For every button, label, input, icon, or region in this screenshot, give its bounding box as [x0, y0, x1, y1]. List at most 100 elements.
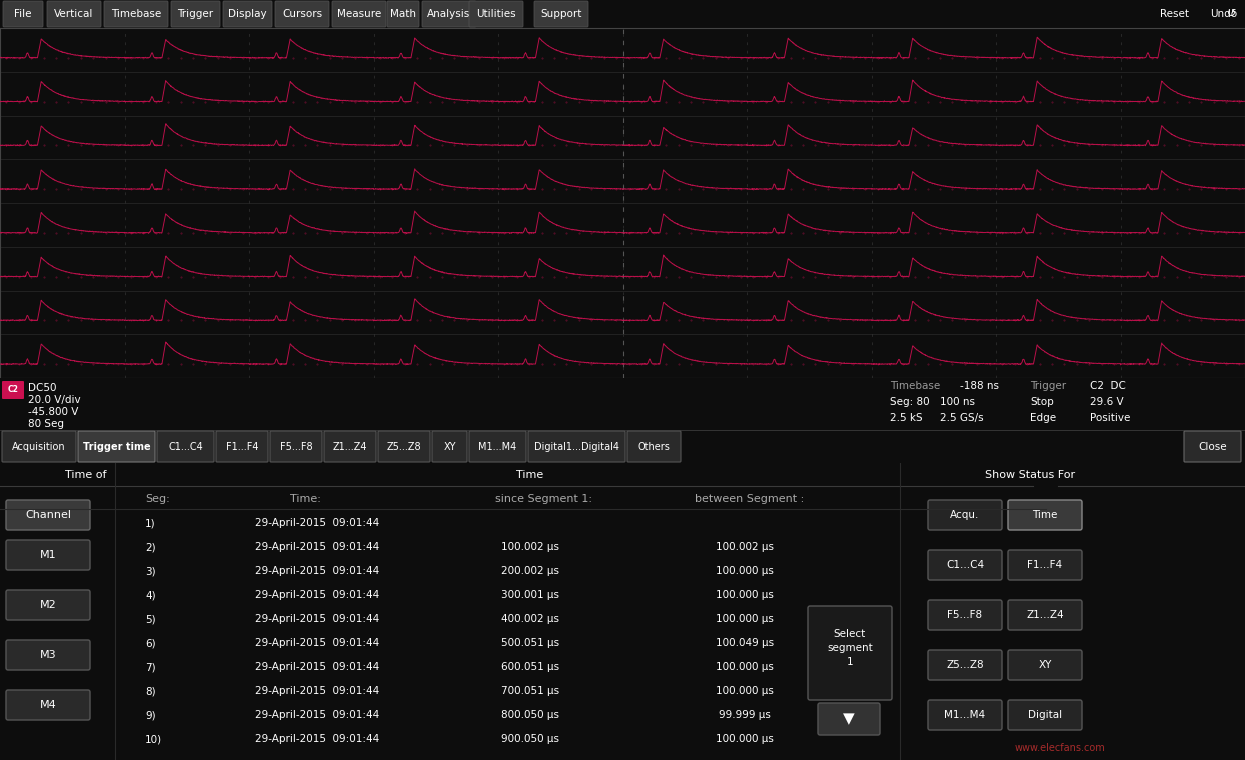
FancyBboxPatch shape	[387, 1, 420, 27]
Text: Digital1...Digital4: Digital1...Digital4	[534, 442, 619, 451]
Text: Utilities: Utilities	[476, 9, 515, 19]
Text: F1...F4: F1...F4	[225, 442, 258, 451]
Text: since Segment 1:: since Segment 1:	[496, 494, 593, 504]
Text: Trigger: Trigger	[1030, 381, 1066, 391]
Text: 1): 1)	[144, 518, 156, 528]
FancyBboxPatch shape	[47, 1, 101, 27]
Text: Z5...Z8: Z5...Z8	[946, 660, 984, 670]
FancyBboxPatch shape	[1008, 600, 1082, 630]
Text: Timebase: Timebase	[111, 9, 161, 19]
Text: F1...F4: F1...F4	[1027, 560, 1062, 570]
FancyBboxPatch shape	[469, 1, 523, 27]
Text: 300.001 μs: 300.001 μs	[500, 590, 559, 600]
FancyBboxPatch shape	[6, 640, 90, 670]
Text: 29-April-2015  09:01:44: 29-April-2015 09:01:44	[255, 614, 380, 624]
Text: F5...F8: F5...F8	[280, 442, 312, 451]
Text: ▼: ▼	[843, 711, 855, 727]
Text: Cursors: Cursors	[281, 9, 322, 19]
FancyBboxPatch shape	[808, 606, 891, 700]
Text: Z5...Z8: Z5...Z8	[387, 442, 421, 451]
Text: Reset: Reset	[1160, 9, 1189, 19]
FancyBboxPatch shape	[928, 550, 1002, 580]
FancyBboxPatch shape	[928, 500, 1002, 530]
Text: between Segment :: between Segment :	[695, 494, 804, 504]
Text: ↺: ↺	[1228, 9, 1236, 19]
Text: 29-April-2015  09:01:44: 29-April-2015 09:01:44	[255, 542, 380, 552]
FancyBboxPatch shape	[627, 431, 681, 462]
Text: 29-April-2015  09:01:44: 29-April-2015 09:01:44	[255, 662, 380, 672]
Text: Support: Support	[540, 9, 581, 19]
Text: 100.000 μs: 100.000 μs	[716, 590, 774, 600]
FancyBboxPatch shape	[332, 1, 386, 27]
FancyBboxPatch shape	[275, 1, 329, 27]
FancyBboxPatch shape	[2, 381, 24, 399]
Text: Trigger: Trigger	[178, 9, 214, 19]
Text: 800.050 μs: 800.050 μs	[500, 710, 559, 720]
Text: Z1...Z4: Z1...Z4	[1026, 610, 1063, 620]
Text: 100.002 μs: 100.002 μs	[500, 542, 559, 552]
Text: M4: M4	[40, 700, 56, 710]
FancyBboxPatch shape	[105, 1, 168, 27]
Text: 100.000 μs: 100.000 μs	[716, 614, 774, 624]
Text: F5...F8: F5...F8	[947, 610, 982, 620]
Text: Measure: Measure	[337, 9, 381, 19]
FancyBboxPatch shape	[1008, 650, 1082, 680]
Text: 29-April-2015  09:01:44: 29-April-2015 09:01:44	[255, 686, 380, 696]
FancyBboxPatch shape	[6, 500, 90, 530]
Text: 100 ns: 100 ns	[940, 397, 975, 407]
Text: Close: Close	[1198, 442, 1226, 451]
Text: 20.0 V/div: 20.0 V/div	[27, 395, 81, 405]
Text: 2.5 GS/s: 2.5 GS/s	[940, 413, 984, 423]
Text: Undo: Undo	[1210, 9, 1238, 19]
FancyBboxPatch shape	[223, 1, 271, 27]
Text: 400.002 μs: 400.002 μs	[500, 614, 559, 624]
Text: 100.000 μs: 100.000 μs	[716, 734, 774, 744]
Text: C1...C4: C1...C4	[946, 560, 984, 570]
FancyBboxPatch shape	[6, 690, 90, 720]
Text: Time: Time	[1032, 510, 1058, 520]
FancyBboxPatch shape	[378, 431, 430, 462]
Text: Acquisition: Acquisition	[12, 442, 66, 451]
Text: -45.800 V: -45.800 V	[27, 407, 78, 417]
FancyBboxPatch shape	[1008, 700, 1082, 730]
Text: 29.6 V: 29.6 V	[1091, 397, 1124, 407]
FancyBboxPatch shape	[534, 1, 588, 27]
Text: 29-April-2015  09:01:44: 29-April-2015 09:01:44	[255, 566, 380, 576]
Text: www.elecfans.com: www.elecfans.com	[1015, 743, 1106, 753]
Text: 100.000 μs: 100.000 μs	[716, 686, 774, 696]
Text: 99.999 μs: 99.999 μs	[720, 710, 771, 720]
Text: Math: Math	[390, 9, 416, 19]
Text: M1: M1	[40, 550, 56, 560]
Text: Trigger time: Trigger time	[82, 442, 151, 451]
Text: Positive: Positive	[1091, 413, 1130, 423]
Text: Edge: Edge	[1030, 413, 1056, 423]
Text: 5): 5)	[144, 614, 156, 624]
FancyBboxPatch shape	[1008, 500, 1082, 530]
Text: 7): 7)	[144, 662, 156, 672]
Text: Display: Display	[228, 9, 266, 19]
Text: 29-April-2015  09:01:44: 29-April-2015 09:01:44	[255, 590, 380, 600]
FancyBboxPatch shape	[928, 700, 1002, 730]
Text: Time: Time	[517, 470, 544, 480]
Text: Seg:: Seg:	[144, 494, 169, 504]
Text: File: File	[14, 9, 32, 19]
FancyBboxPatch shape	[818, 703, 880, 735]
FancyBboxPatch shape	[469, 431, 525, 462]
Text: -188 ns: -188 ns	[960, 381, 998, 391]
Text: 80 Seg: 80 Seg	[27, 419, 63, 429]
Text: Digital: Digital	[1028, 710, 1062, 720]
FancyBboxPatch shape	[157, 431, 214, 462]
Text: Others: Others	[637, 442, 671, 451]
Text: 2): 2)	[144, 542, 156, 552]
Text: 100.049 μs: 100.049 μs	[716, 638, 774, 648]
Text: 2.5 kS: 2.5 kS	[890, 413, 923, 423]
Text: XY: XY	[443, 442, 456, 451]
FancyBboxPatch shape	[432, 431, 467, 462]
Text: 600.051 μs: 600.051 μs	[500, 662, 559, 672]
FancyBboxPatch shape	[6, 540, 90, 570]
Text: XY: XY	[1038, 660, 1052, 670]
FancyBboxPatch shape	[171, 1, 220, 27]
Text: Vertical: Vertical	[55, 9, 93, 19]
Text: Z1...Z4: Z1...Z4	[332, 442, 367, 451]
Text: 100.002 μs: 100.002 μs	[716, 542, 774, 552]
